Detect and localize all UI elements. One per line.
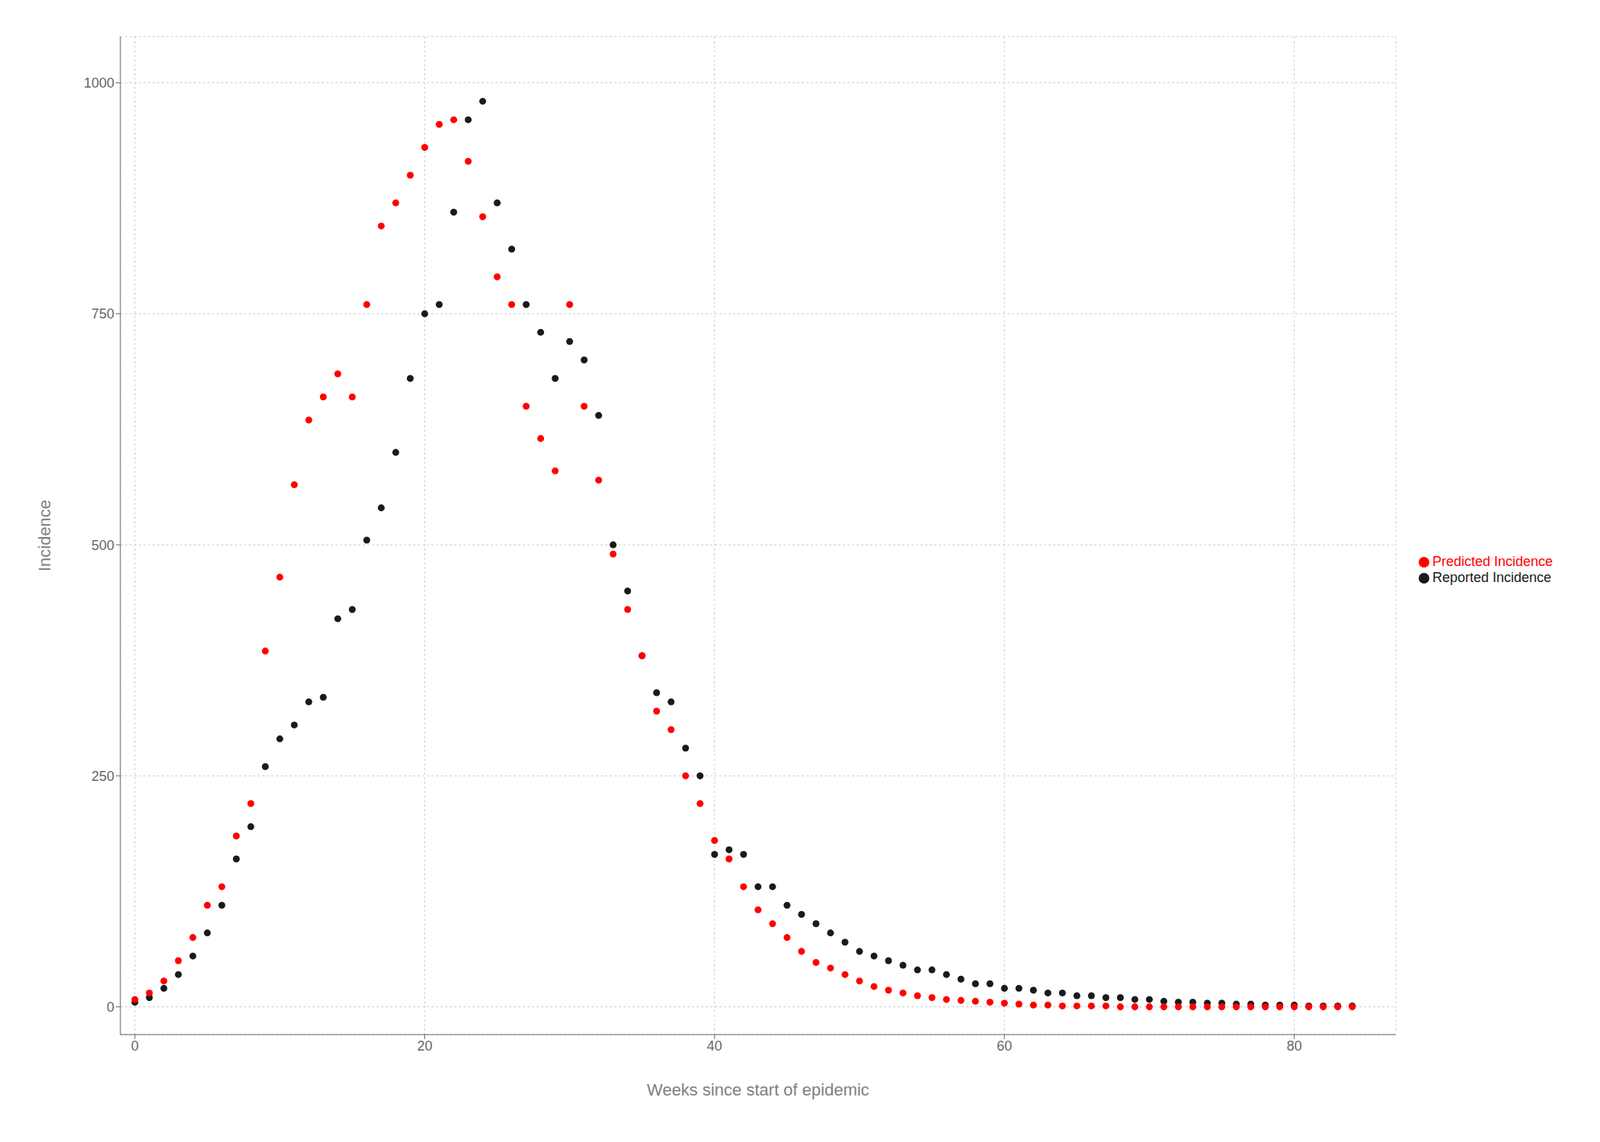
- svg-text:0: 0: [131, 1038, 139, 1054]
- svg-text:60: 60: [996, 1038, 1012, 1054]
- svg-text:750: 750: [91, 306, 115, 322]
- svg-text:40: 40: [707, 1038, 723, 1054]
- svg-text:1000: 1000: [83, 75, 115, 91]
- html-text:Predicted Incidence: Predicted Incidence: [1432, 553, 1553, 570]
- svg-text:0: 0: [106, 999, 115, 1015]
- svg-text:250: 250: [91, 768, 115, 784]
- svg-text:80: 80: [1286, 1038, 1303, 1054]
- svg-text:Incidence: Incidence: [35, 499, 55, 572]
- svg-text:Weeks since start of epidemic: Weeks since start of epidemic: [646, 1080, 870, 1100]
- svg-text:20: 20: [416, 1038, 432, 1054]
- svg-text:500: 500: [91, 537, 115, 554]
- html-text:Reported Incidence: Reported Incidence: [1432, 569, 1552, 586]
